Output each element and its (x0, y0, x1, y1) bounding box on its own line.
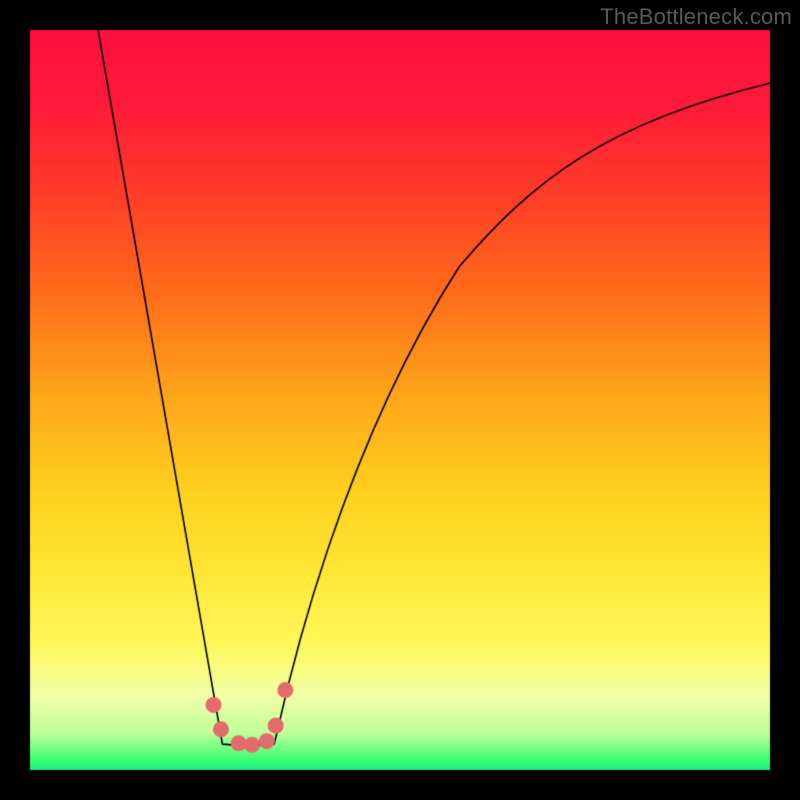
bottleneck-curve-chart (0, 0, 800, 800)
watermark-text: TheBottleneck.com (600, 4, 792, 30)
chart-stage: TheBottleneck.com (0, 0, 800, 800)
